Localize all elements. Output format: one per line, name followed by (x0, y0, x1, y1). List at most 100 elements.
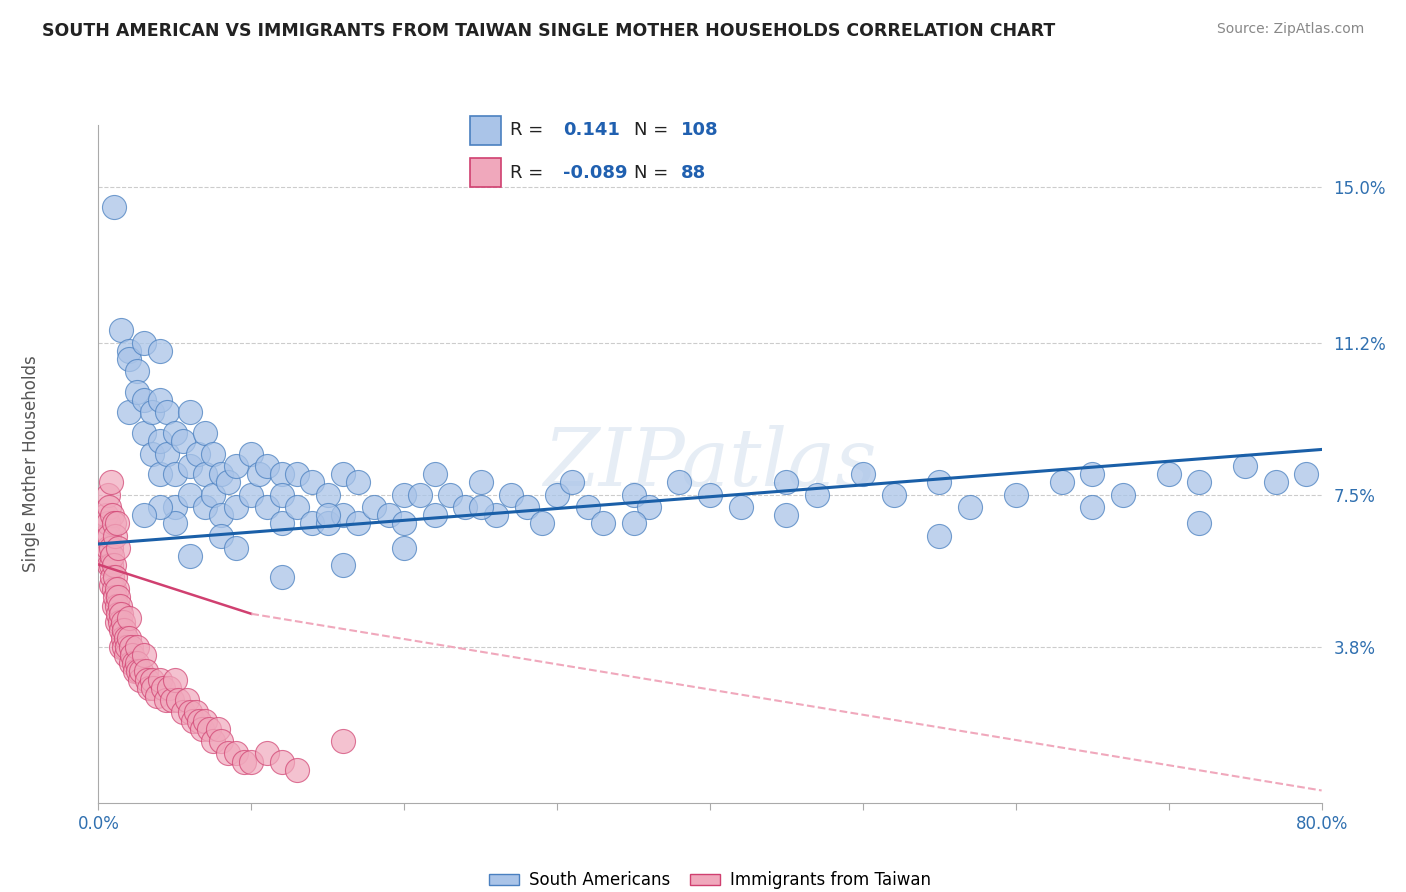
Point (117, 640, 139, 654)
Point (163, 516, 186, 531)
Point (270, 755, 292, 769)
Point (157, 681, 180, 695)
Point (1157, 467, 1180, 482)
Text: R =: R = (510, 164, 544, 182)
FancyBboxPatch shape (470, 116, 501, 145)
Point (179, 405, 201, 419)
Point (485, 508, 508, 523)
Point (1188, 516, 1211, 531)
Point (516, 500, 538, 514)
Point (576, 500, 599, 514)
Point (378, 508, 401, 523)
Point (285, 763, 308, 777)
Point (172, 434, 194, 449)
Point (240, 488, 263, 502)
Point (179, 706, 201, 720)
Point (176, 693, 198, 707)
Point (285, 467, 308, 482)
Point (110, 624, 132, 638)
Point (152, 681, 174, 695)
Point (928, 529, 950, 543)
Point (883, 488, 905, 502)
Text: N =: N = (634, 164, 668, 182)
Point (134, 335, 156, 350)
Point (145, 689, 167, 703)
Point (107, 591, 129, 605)
Point (149, 434, 172, 449)
Point (225, 458, 247, 473)
Point (110, 640, 132, 654)
Point (120, 656, 142, 670)
Point (100, 541, 122, 555)
Point (98, 500, 121, 514)
Point (111, 615, 134, 629)
Point (207, 722, 229, 736)
Point (149, 393, 172, 408)
Point (470, 500, 492, 514)
Point (194, 467, 217, 482)
Point (270, 516, 292, 531)
Point (256, 747, 278, 761)
Point (149, 673, 172, 687)
Point (202, 446, 225, 460)
Point (115, 648, 138, 662)
Point (141, 673, 163, 687)
Point (108, 615, 131, 629)
Point (108, 599, 131, 613)
Point (202, 488, 225, 502)
Point (141, 405, 163, 419)
Point (105, 615, 128, 629)
Point (332, 734, 354, 748)
Point (98, 529, 121, 543)
Point (125, 656, 148, 670)
Point (100, 558, 122, 572)
Point (105, 599, 128, 613)
Point (121, 648, 143, 662)
Point (209, 734, 232, 748)
Point (160, 693, 183, 707)
Point (118, 352, 141, 367)
Point (149, 500, 172, 514)
Point (179, 458, 201, 473)
Point (363, 500, 385, 514)
Point (118, 405, 141, 419)
Point (423, 467, 446, 482)
Text: -0.089: -0.089 (562, 164, 627, 182)
Point (97, 488, 120, 502)
Point (101, 508, 124, 523)
Point (163, 673, 186, 687)
Point (1112, 488, 1135, 502)
Point (134, 393, 156, 408)
Point (135, 665, 157, 679)
Point (100, 578, 122, 592)
Point (125, 384, 148, 399)
Point (775, 508, 797, 523)
Point (470, 475, 492, 490)
Text: N =: N = (634, 121, 668, 139)
Text: 108: 108 (681, 121, 718, 139)
Point (247, 467, 270, 482)
Point (179, 488, 201, 502)
Point (217, 747, 239, 761)
Point (668, 475, 690, 490)
Point (172, 706, 194, 720)
Point (181, 714, 204, 728)
Point (699, 488, 721, 502)
Point (101, 570, 124, 584)
Point (392, 488, 416, 502)
Point (194, 425, 217, 440)
Point (225, 541, 247, 555)
Point (316, 516, 339, 531)
Point (592, 516, 614, 531)
Point (240, 446, 263, 460)
Point (316, 508, 339, 523)
Point (270, 488, 292, 502)
Point (561, 475, 583, 490)
Point (156, 446, 179, 460)
Point (240, 755, 263, 769)
Text: ZIPatlas: ZIPatlas (543, 425, 877, 502)
Point (115, 632, 138, 646)
Point (347, 516, 370, 531)
Point (197, 722, 219, 736)
Point (1004, 488, 1026, 502)
